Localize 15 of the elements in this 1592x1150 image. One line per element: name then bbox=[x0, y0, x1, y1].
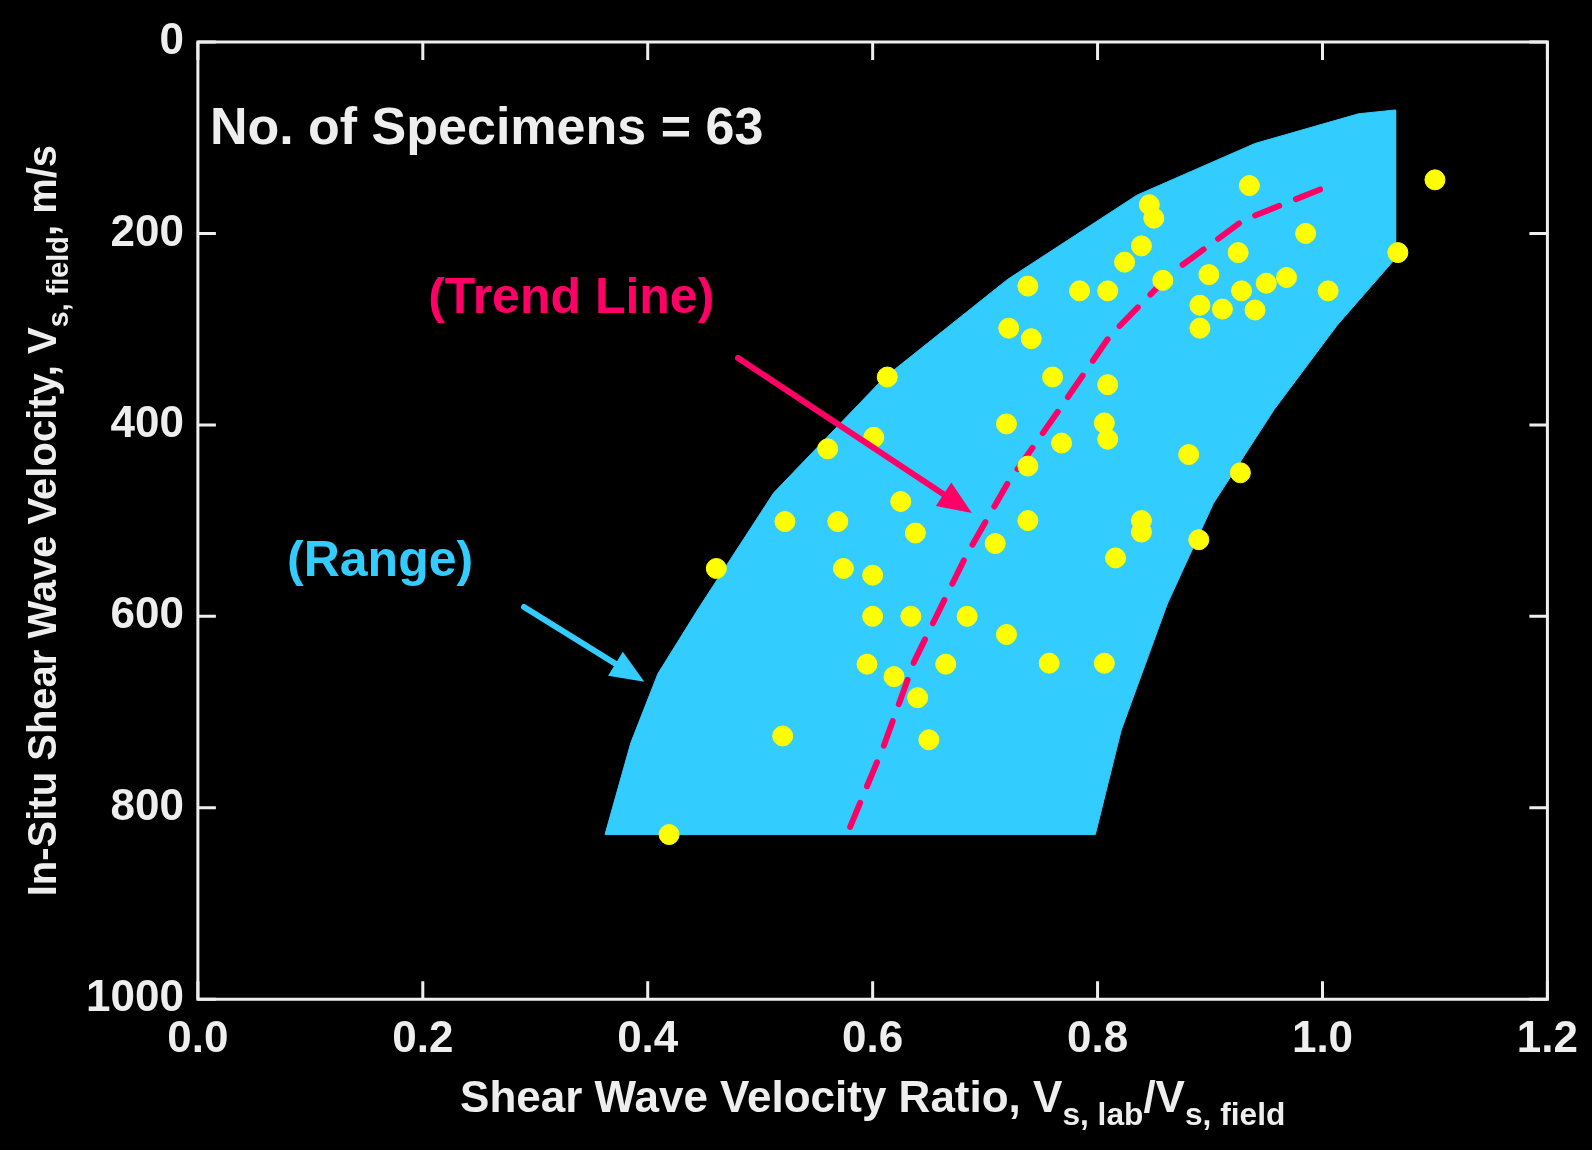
y-tick-label: 600 bbox=[110, 588, 184, 638]
x-tick-label: 0.8 bbox=[1066, 1011, 1129, 1061]
text: (Range) bbox=[287, 531, 474, 588]
annotation: No. of Specimens = 63 bbox=[209, 97, 764, 156]
y-tick-label: 0 bbox=[159, 14, 184, 64]
x-tick-label: 1.2 bbox=[1516, 1011, 1578, 1061]
text: (Trend Line) bbox=[428, 268, 715, 325]
x-tick-label: 0.4 bbox=[617, 1011, 679, 1061]
y-tick-label: 800 bbox=[110, 779, 184, 829]
y-tick-label: 200 bbox=[110, 205, 184, 255]
y-axis-title: In-Situ Shear Wave Velocity, Vs, field, m/s bbox=[20, 144, 74, 897]
x-tick-label: 0.2 bbox=[392, 1011, 454, 1061]
x-tick-label: 0.6 bbox=[842, 1011, 904, 1061]
x-tick-label: 1.0 bbox=[1291, 1011, 1354, 1061]
y-tick-label: 400 bbox=[110, 397, 184, 447]
